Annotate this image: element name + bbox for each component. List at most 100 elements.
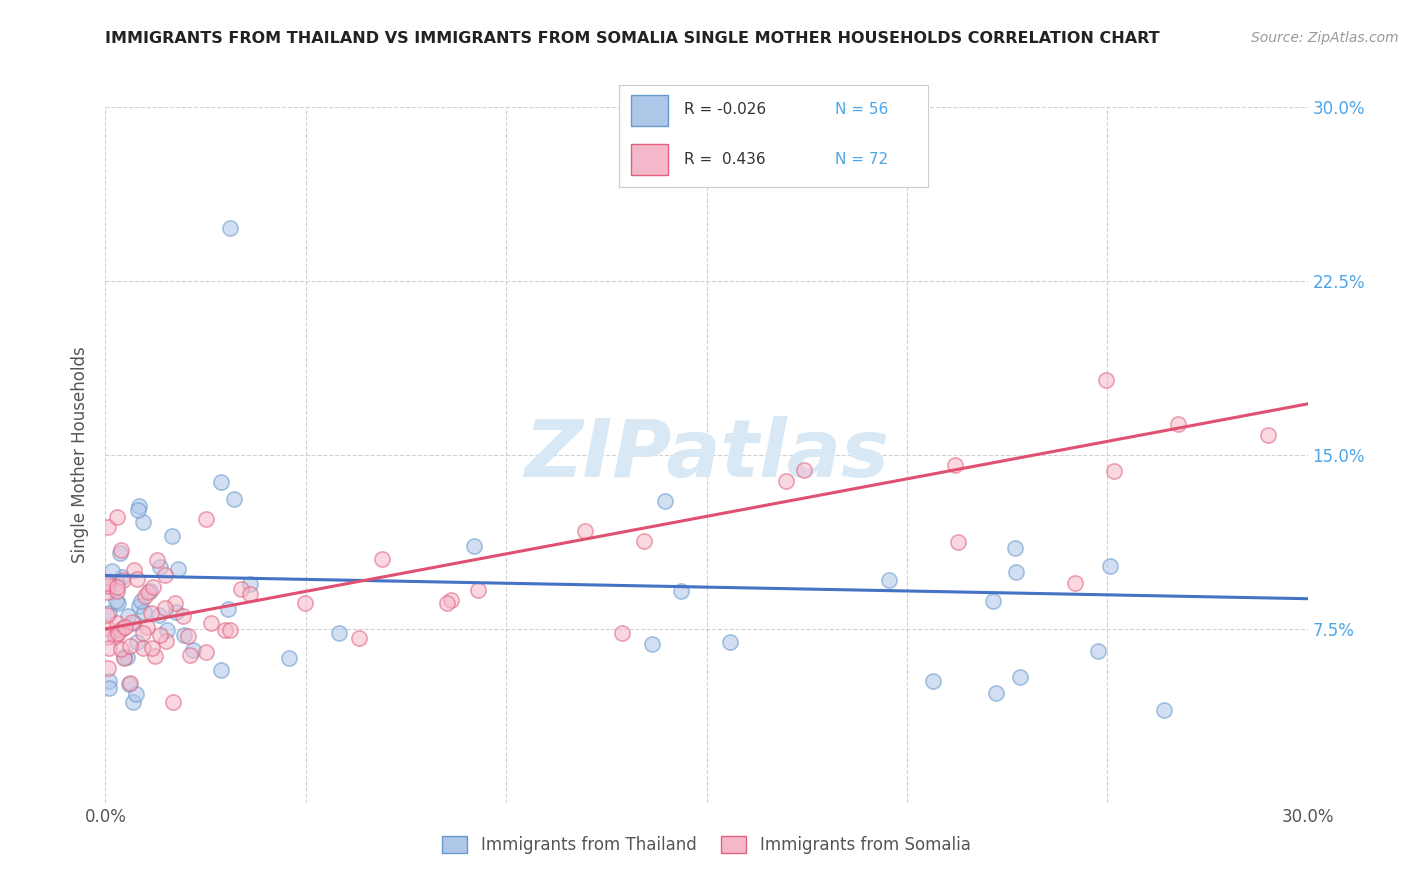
- Point: [98, 606, 121, 620]
- Point: [97, 640, 120, 655]
- Point: [148, 608, 170, 623]
- Point: [149, 560, 172, 574]
- Point: [671, 583, 693, 598]
- Text: N = 56: N = 56: [835, 103, 889, 118]
- Point: [96, 608, 118, 623]
- Point: [136, 584, 159, 599]
- Point: [775, 474, 797, 488]
- Point: [127, 502, 149, 516]
- Legend: Immigrants from Thailand, Immigrants from Somalia: Immigrants from Thailand, Immigrants fro…: [436, 829, 977, 861]
- Point: [107, 596, 129, 610]
- Point: [1257, 428, 1279, 442]
- Point: [217, 602, 239, 616]
- Point: [145, 553, 167, 567]
- Point: [1098, 559, 1121, 574]
- Point: [1167, 417, 1189, 431]
- Point: [128, 500, 150, 514]
- Point: [877, 573, 900, 587]
- Point: [128, 599, 150, 613]
- Point: [173, 628, 195, 642]
- Point: [96, 576, 118, 591]
- Point: [114, 620, 136, 634]
- Point: [149, 628, 172, 642]
- Point: [142, 580, 165, 594]
- Point: [129, 594, 152, 608]
- Point: [194, 512, 217, 526]
- Point: [209, 663, 232, 677]
- Point: [110, 547, 132, 561]
- Point: [135, 620, 157, 634]
- Point: [139, 606, 162, 620]
- Text: IMMIGRANTS FROM THAILAND VS IMMIGRANTS FROM SOMALIA SINGLE MOTHER HOUSEHOLDS COR: IMMIGRANTS FROM THAILAND VS IMMIGRANTS F…: [105, 31, 1160, 46]
- Point: [107, 626, 129, 640]
- Point: [440, 593, 463, 607]
- Point: [328, 625, 350, 640]
- Point: [105, 580, 128, 594]
- Point: [97, 520, 120, 534]
- Point: [1153, 703, 1175, 717]
- Point: [97, 660, 120, 674]
- Point: [165, 605, 187, 619]
- Point: [96, 577, 118, 591]
- Point: [1094, 373, 1116, 387]
- Point: [96, 621, 118, 635]
- Point: [110, 543, 132, 558]
- Point: [209, 475, 232, 489]
- Point: [156, 623, 179, 637]
- Point: [125, 634, 148, 648]
- Point: [101, 564, 124, 578]
- Point: [105, 575, 128, 590]
- Point: [117, 609, 139, 624]
- Y-axis label: Single Mother Households: Single Mother Households: [72, 347, 90, 563]
- Point: [218, 220, 240, 235]
- Point: [122, 695, 145, 709]
- Point: [1008, 670, 1031, 684]
- Point: [105, 510, 128, 524]
- Point: [118, 639, 141, 653]
- Point: [105, 594, 128, 608]
- Text: ZIPatlas: ZIPatlas: [524, 416, 889, 494]
- Point: [986, 686, 1008, 700]
- Point: [124, 616, 146, 631]
- Point: [167, 562, 190, 576]
- Point: [200, 615, 222, 630]
- Point: [108, 623, 131, 637]
- Point: [633, 533, 655, 548]
- Point: [111, 570, 134, 584]
- Point: [132, 605, 155, 619]
- Point: [229, 582, 252, 596]
- Point: [153, 567, 176, 582]
- Point: [463, 539, 485, 553]
- Point: [111, 573, 134, 587]
- Point: [1102, 464, 1125, 478]
- Point: [117, 650, 139, 665]
- Point: [793, 463, 815, 477]
- Bar: [631, 95, 668, 126]
- Point: [1004, 541, 1026, 555]
- Point: [921, 673, 943, 688]
- Bar: [631, 145, 668, 175]
- Point: [104, 630, 127, 644]
- Point: [239, 576, 262, 591]
- Point: [105, 626, 128, 640]
- Point: [105, 584, 128, 599]
- Point: [179, 648, 201, 663]
- Point: [112, 621, 135, 635]
- Text: R =  0.436: R = 0.436: [683, 153, 765, 167]
- Point: [132, 641, 155, 656]
- Point: [96, 630, 118, 644]
- Point: [177, 629, 200, 643]
- Point: [1064, 576, 1087, 591]
- Point: [131, 625, 153, 640]
- Point: [134, 589, 156, 603]
- Point: [127, 572, 149, 586]
- Point: [105, 616, 128, 631]
- Point: [1004, 566, 1026, 580]
- Point: [160, 528, 183, 542]
- Point: [121, 615, 143, 630]
- Point: [96, 584, 118, 599]
- Point: [981, 594, 1004, 608]
- Point: [112, 651, 135, 665]
- Point: [172, 609, 194, 624]
- Point: [138, 584, 160, 599]
